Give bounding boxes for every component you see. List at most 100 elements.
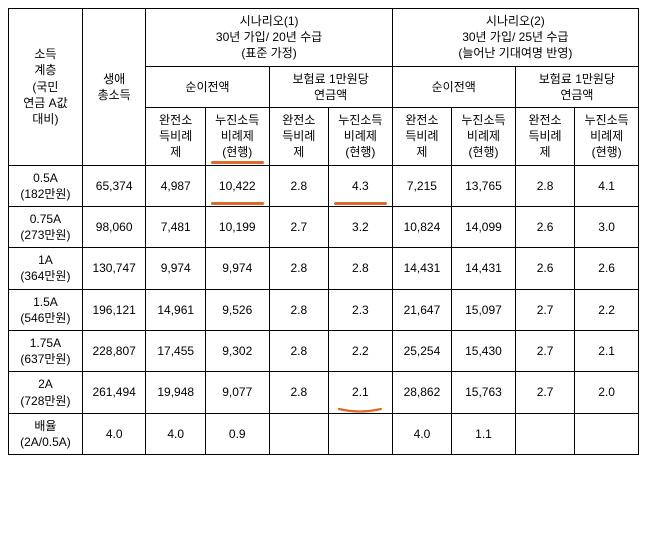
col-lifetime-income: 생애 총소득 bbox=[82, 9, 146, 166]
cell-s1-pp-prog: 2.1 bbox=[329, 372, 393, 413]
cell-s1-pp-flat: 2.7 bbox=[269, 206, 329, 247]
cell-s2-flat: 14,431 bbox=[392, 248, 452, 289]
s1-net-transfer: 순이전액 bbox=[146, 66, 269, 107]
row-label: 0.5A(182만원) bbox=[9, 165, 83, 206]
cell-s1-prog: 10,422 bbox=[205, 165, 269, 206]
cell-s2-prog: 1.1 bbox=[452, 413, 516, 454]
cell-s2-pp-prog: 2.0 bbox=[575, 372, 639, 413]
table-row: 1.5A(546만원)196,12114,9619,5262.82.321,64… bbox=[9, 289, 639, 330]
cell-s1-prog: 9,974 bbox=[205, 248, 269, 289]
cell-s2-pp-flat: 2.6 bbox=[515, 248, 575, 289]
row-label: 배율(2A/0.5A) bbox=[9, 413, 83, 454]
s2-prog-label: 누진소득 비례제 (현행) bbox=[452, 107, 516, 165]
cell-s1-flat: 9,974 bbox=[146, 248, 206, 289]
cell-s1-pp-prog: 2.3 bbox=[329, 289, 393, 330]
s1-pp-flat-label: 완전소 득비례 제 bbox=[269, 107, 329, 165]
table-header: 소득 계층 (국민 연금 A값 대비) 생애 총소득 시나리오(1) 30년 가… bbox=[9, 9, 639, 166]
row-label: 0.75A(273만원) bbox=[9, 206, 83, 247]
cell-s2-flat: 10,824 bbox=[392, 206, 452, 247]
cell-s1-pp-prog: 3.2 bbox=[329, 206, 393, 247]
s2-flat-label: 완전소 득비례 제 bbox=[392, 107, 452, 165]
cell-lifetime: 228,807 bbox=[82, 331, 146, 372]
cell-s1-flat: 4.0 bbox=[146, 413, 206, 454]
cell-s2-prog: 15,763 bbox=[452, 372, 516, 413]
row-label: 1.5A(546만원) bbox=[9, 289, 83, 330]
cell-s1-prog: 0.9 bbox=[205, 413, 269, 454]
row-label: 1A(364만원) bbox=[9, 248, 83, 289]
cell-s2-flat: 25,254 bbox=[392, 331, 452, 372]
cell-s1-flat: 14,961 bbox=[146, 289, 206, 330]
cell-s1-prog: 9,526 bbox=[205, 289, 269, 330]
s1-flat-label: 완전소 득비례 제 bbox=[146, 107, 206, 165]
cell-s2-pp-prog: 2.2 bbox=[575, 289, 639, 330]
cell-lifetime: 65,374 bbox=[82, 165, 146, 206]
s1-per-premium: 보험료 1만원당 연금액 bbox=[269, 66, 392, 107]
cell-lifetime: 4.0 bbox=[82, 413, 146, 454]
cell-s2-pp-prog: 2.1 bbox=[575, 331, 639, 372]
cell-s2-pp-prog: 3.0 bbox=[575, 206, 639, 247]
cell-s2-pp-flat: 2.8 bbox=[515, 165, 575, 206]
cell-s2-prog: 14,099 bbox=[452, 206, 516, 247]
cell-s2-pp-prog bbox=[575, 413, 639, 454]
table-body: 0.5A(182만원)65,3744,98710,4222.84.37,2151… bbox=[9, 165, 639, 455]
cell-s2-prog: 13,765 bbox=[452, 165, 516, 206]
cell-s1-flat: 4,987 bbox=[146, 165, 206, 206]
cell-lifetime: 261,494 bbox=[82, 372, 146, 413]
cell-s2-prog: 15,430 bbox=[452, 331, 516, 372]
cell-s2-flat: 7,215 bbox=[392, 165, 452, 206]
cell-s2-pp-flat: 2.7 bbox=[515, 289, 575, 330]
annotation-mark bbox=[211, 202, 264, 205]
cell-lifetime: 196,121 bbox=[82, 289, 146, 330]
cell-s2-pp-prog: 2.6 bbox=[575, 248, 639, 289]
cell-s1-pp-flat: 2.8 bbox=[269, 289, 329, 330]
cell-s1-flat: 17,455 bbox=[146, 331, 206, 372]
cell-s1-flat: 7,481 bbox=[146, 206, 206, 247]
cell-s1-prog: 9,077 bbox=[205, 372, 269, 413]
cell-s2-flat: 28,862 bbox=[392, 372, 452, 413]
s1-prog-label: 누진소득 비례제 (현행) bbox=[205, 107, 269, 165]
cell-lifetime: 130,747 bbox=[82, 248, 146, 289]
row-label: 2A(728만원) bbox=[9, 372, 83, 413]
s2-net-transfer: 순이전액 bbox=[392, 66, 515, 107]
cell-s1-pp-prog: 4.3 bbox=[329, 165, 393, 206]
cell-lifetime: 98,060 bbox=[82, 206, 146, 247]
s2-pp-prog-label: 누진소득 비례제 (현행) bbox=[575, 107, 639, 165]
table-row: 2A(728만원)261,49419,9489,0772.82.128,8621… bbox=[9, 372, 639, 413]
cell-s2-prog: 15,097 bbox=[452, 289, 516, 330]
cell-s1-prog: 10,199 bbox=[205, 206, 269, 247]
table-row: 1A(364만원)130,7479,9749,9742.82.814,43114… bbox=[9, 248, 639, 289]
table-row: 1.75A(637만원)228,80717,4559,3022.82.225,2… bbox=[9, 331, 639, 372]
cell-s1-pp-prog: 2.8 bbox=[329, 248, 393, 289]
cell-s1-prog: 9,302 bbox=[205, 331, 269, 372]
cell-s1-pp-prog: 2.2 bbox=[329, 331, 393, 372]
table-row: 0.5A(182만원)65,3744,98710,4222.84.37,2151… bbox=[9, 165, 639, 206]
table-row: 배율(2A/0.5A)4.04.00.94.01.1 bbox=[9, 413, 639, 454]
s1-pp-prog-label: 누진소득 비례제 (현행) bbox=[329, 107, 393, 165]
cell-s1-pp-flat: 2.8 bbox=[269, 372, 329, 413]
cell-s1-pp-prog bbox=[329, 413, 393, 454]
annotation-mark bbox=[211, 161, 264, 164]
s2-per-premium: 보험료 1만원당 연금액 bbox=[515, 66, 638, 107]
cell-s2-prog: 14,431 bbox=[452, 248, 516, 289]
annotation-mark bbox=[338, 407, 382, 413]
table-row: 0.75A(273만원)98,0607,48110,1992.73.210,82… bbox=[9, 206, 639, 247]
row-label: 1.75A(637만원) bbox=[9, 331, 83, 372]
col-income-class: 소득 계층 (국민 연금 A값 대비) bbox=[9, 9, 83, 166]
cell-s2-flat: 4.0 bbox=[392, 413, 452, 454]
cell-s1-flat: 19,948 bbox=[146, 372, 206, 413]
cell-s2-flat: 21,647 bbox=[392, 289, 452, 330]
cell-s2-pp-flat: 2.6 bbox=[515, 206, 575, 247]
cell-s2-pp-prog: 4.1 bbox=[575, 165, 639, 206]
cell-s1-pp-flat bbox=[269, 413, 329, 454]
cell-s2-pp-flat bbox=[515, 413, 575, 454]
cell-s1-pp-flat: 2.8 bbox=[269, 331, 329, 372]
s2-pp-flat-label: 완전소 득비례 제 bbox=[515, 107, 575, 165]
cell-s2-pp-flat: 2.7 bbox=[515, 372, 575, 413]
pension-table: 소득 계층 (국민 연금 A값 대비) 생애 총소득 시나리오(1) 30년 가… bbox=[8, 8, 639, 455]
cell-s1-pp-flat: 2.8 bbox=[269, 248, 329, 289]
cell-s1-pp-flat: 2.8 bbox=[269, 165, 329, 206]
scenario1-header: 시나리오(1) 30년 가입/ 20년 수급 (표준 가정) bbox=[146, 9, 392, 67]
scenario2-header: 시나리오(2) 30년 가입/ 25년 수급 (늘어난 기대여명 반영) bbox=[392, 9, 638, 67]
cell-s2-pp-flat: 2.7 bbox=[515, 331, 575, 372]
annotation-mark bbox=[334, 202, 387, 205]
